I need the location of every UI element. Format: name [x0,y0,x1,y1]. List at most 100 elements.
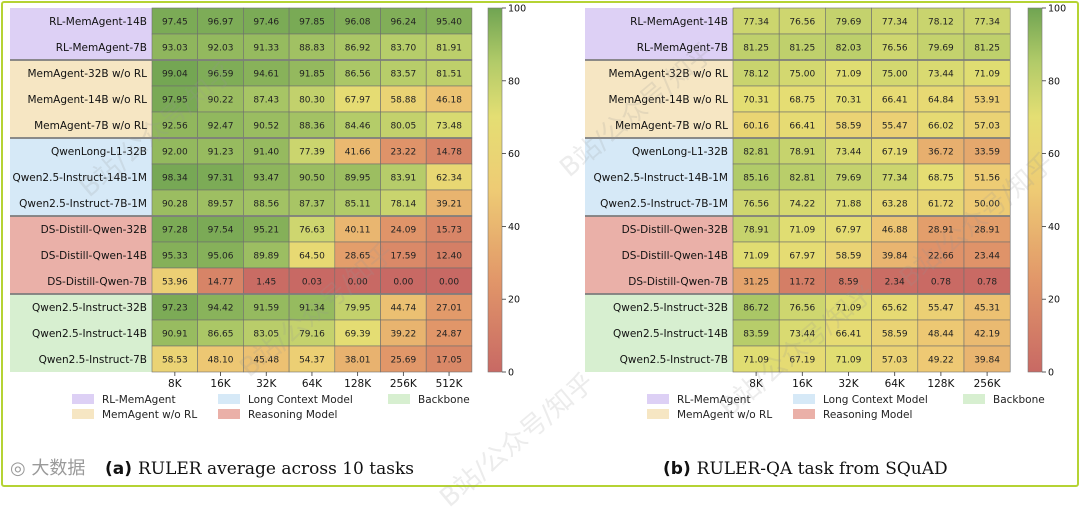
colorbar-tick-label: 60 [1048,149,1060,160]
heatmap-cell [871,267,919,295]
cell-value-label: 2.34 [885,278,905,288]
heatmap-cell [732,7,780,35]
row-label: MemAgent-32B w/o RL [608,68,728,80]
colorbar-tick-label: 80 [508,76,520,87]
heatmap-cell [778,215,826,243]
colorbar-tick-label: 0 [508,368,514,379]
heatmap-cell [871,345,919,373]
row-label: RL-MemAgent-7B [56,42,147,54]
cell-value-label: 91.33 [253,44,279,54]
cell-value-label: 83.59 [743,330,769,340]
legend-swatch [72,409,94,419]
cell-value-label: 27.01 [436,304,462,314]
heatmap-cell [197,345,244,373]
row-group-band [10,60,152,86]
heatmap-cell [243,345,290,373]
row-label: DS-Distill-Qwen-7B [628,276,728,288]
row-group-band [585,190,733,216]
cell-value-label: 17.05 [436,356,462,366]
row-label: Qwen2.5-Instruct-14B [32,328,147,340]
legend-label: MemAgent w/o RL [102,409,197,421]
row-label: Qwen2.5-Instruct-32B [32,302,147,314]
column-label: 64K [885,378,906,390]
cell-value-label: 82.03 [836,44,862,54]
cell-value-label: 80.30 [299,96,325,106]
heatmap-cell [871,33,919,61]
heatmap-cell [334,267,381,295]
cell-value-label: 89.95 [345,174,371,184]
cell-value-label: 74.22 [789,200,815,210]
cell-value-label: 8.59 [838,278,858,288]
cell-value-label: 58.59 [836,122,862,132]
heatmap-cell [871,111,919,139]
cell-value-label: 97.23 [162,304,188,314]
cell-value-label: 92.56 [162,122,188,132]
cell-value-label: 76.56 [882,44,908,54]
heatmap-cell [151,163,199,191]
cell-value-label: 67.19 [882,148,908,158]
row-label: QwenLong-L1-32B [632,146,728,158]
cell-value-label: 0.78 [931,278,951,288]
row-label: RL-MemAgent-14B [630,16,728,28]
cell-value-label: 53.96 [162,278,188,288]
cell-value-label: 57.03 [882,356,908,366]
cell-value-label: 36.72 [928,148,954,158]
heatmap-cell [778,137,826,165]
cell-value-label: 91.40 [253,148,279,158]
legend-label: Backbone [993,394,1045,406]
heatmap-cell [825,137,872,165]
legend-swatch [218,394,240,404]
legend-label: Reasoning Model [248,409,337,421]
heatmap-cell [425,111,473,139]
cell-value-label: 91.23 [208,148,234,158]
row-group-band [10,242,152,268]
cell-value-label: 73.44 [789,330,815,340]
cell-value-label: 11.72 [789,278,815,288]
cell-value-label: 58.59 [836,252,862,262]
cell-value-label: 68.75 [928,174,954,184]
heatmap-cell [334,345,381,373]
cell-value-label: 86.65 [208,330,234,340]
cell-value-label: 97.54 [208,226,234,236]
heatmap-cell [963,7,1011,35]
cell-value-label: 64.84 [928,96,954,106]
row-label: DS-Distill-Qwen-14B [41,250,147,262]
cell-value-label: 77.39 [299,148,325,158]
cell-value-label: 99.04 [162,70,188,80]
heatmap-cell [197,59,244,87]
heatmap-cell [825,267,872,295]
heatmap-cell [825,241,872,269]
legend-swatch [647,409,669,419]
heatmap-cell [871,241,919,269]
cell-value-label: 44.74 [390,304,416,314]
cell-value-label: 24.09 [390,226,416,236]
cell-value-label: 58.59 [882,330,908,340]
legend-label: Reasoning Model [823,409,912,421]
cell-value-label: 77.34 [743,18,769,28]
heatmap-cell [380,267,427,295]
cell-value-label: 67.97 [836,226,862,236]
legend-label: MemAgent w/o RL [677,409,772,421]
row-label: Qwen2.5-Instruct-32B [613,302,728,314]
heatmap-cell [151,33,199,61]
cell-value-label: 83.57 [390,70,416,80]
heatmap-cell [778,241,826,269]
cell-value-label: 67.97 [789,252,815,262]
cell-value-label: 71.09 [743,252,769,262]
cell-value-label: 76.63 [299,226,325,236]
heatmap-cell [425,215,473,243]
row-label: RL-MemAgent-14B [49,16,147,28]
row-group-band [585,60,733,86]
row-group-band [585,294,733,320]
heatmap-cell [288,267,336,295]
cell-value-label: 24.87 [436,330,462,340]
cell-value-label: 39.22 [390,330,416,340]
cell-value-label: 81.25 [974,44,1000,54]
row-group-band [10,190,152,216]
cell-value-label: 89.57 [208,200,234,210]
column-label: 64K [302,378,323,390]
row-label: Qwen2.5-Instruct-7B-1M [19,198,147,210]
row-group-band [10,268,152,294]
row-label: DS-Distill-Qwen-32B [622,224,728,236]
heatmap-cell [197,293,244,321]
